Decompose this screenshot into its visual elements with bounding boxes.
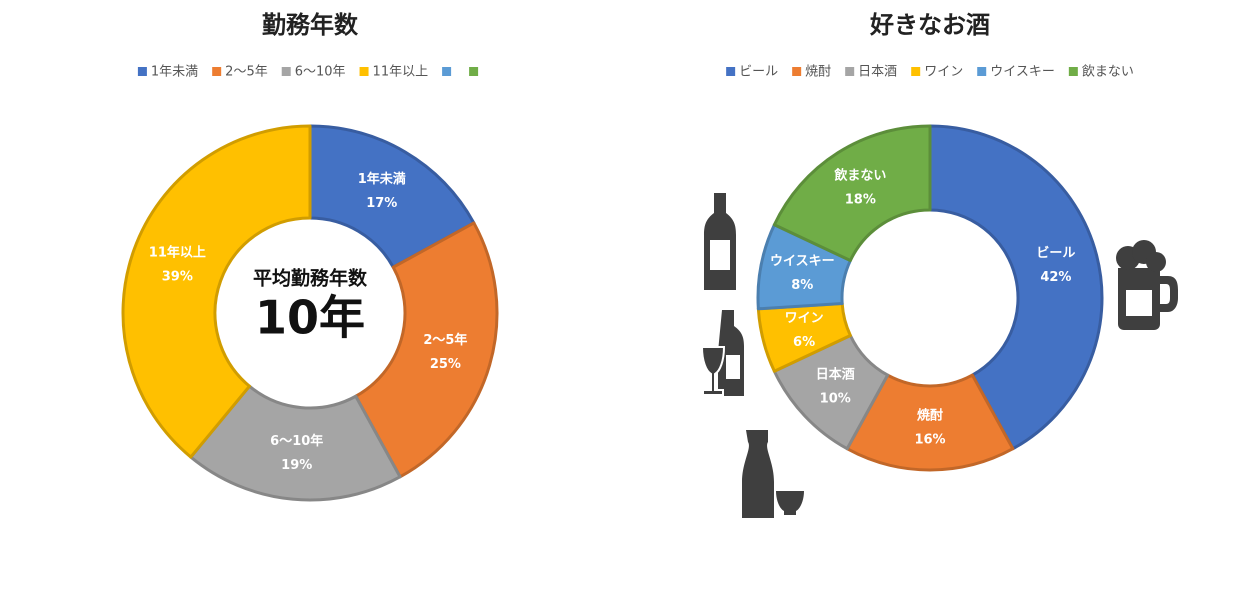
legend: 1年未満 2〜5年 6〜10年 11年以上: [137, 65, 479, 80]
legend-swatch: [845, 67, 855, 76]
legend-swatch: [442, 67, 452, 76]
chart-title: 好きなお酒: [869, 11, 990, 39]
chart-title: 勤務年数: [262, 11, 359, 39]
legend-swatch: [137, 67, 147, 76]
slice-value: 25%: [430, 357, 461, 372]
slice-category: 飲まない: [833, 168, 886, 184]
icon-beer: [1116, 240, 1178, 330]
legend-swatch: [1068, 67, 1078, 76]
legend-label: 6〜10年: [295, 65, 346, 80]
icon-sake: [742, 430, 804, 518]
slice-category: 2〜5年: [423, 332, 467, 348]
legend-swatch: [792, 67, 802, 76]
slice-value: 17%: [366, 196, 397, 211]
legend-label: 2〜5年: [225, 65, 268, 80]
donut-slice: [354, 221, 499, 479]
center-value: 10年: [255, 291, 365, 345]
legend-swatch: [911, 67, 921, 76]
icon-bottle: [704, 193, 736, 290]
legend-swatch: [977, 67, 987, 76]
donut-slice: [308, 124, 476, 269]
slice-category: ウイスキー: [770, 254, 835, 269]
slice-value: 16%: [914, 433, 945, 448]
legend-label: 1年未満: [151, 65, 198, 80]
slice-value: 42%: [1040, 270, 1071, 285]
legend-label: ビール: [739, 65, 778, 80]
legend-label: ワイン: [924, 65, 963, 80]
slice-category: 焼酎: [917, 408, 943, 424]
legend: ビール 焼酎 日本酒 ワイン ウイスキー 飲まない: [726, 64, 1134, 80]
slice-category: 6〜10年: [270, 433, 323, 449]
legend-label: 飲まない: [1082, 64, 1134, 80]
legend-swatch: [359, 67, 369, 76]
donut-slice: [189, 384, 402, 502]
slice-category: 11年以上: [149, 245, 206, 261]
slice-category: ビール: [1036, 245, 1075, 261]
slice-value: 8%: [791, 278, 813, 293]
slice-value: 10%: [820, 391, 851, 406]
slice-value: 39%: [162, 270, 193, 285]
legend-label: ウイスキー: [990, 65, 1055, 80]
slice-category: 日本酒: [816, 366, 855, 382]
donut-slice: [928, 124, 1104, 451]
center-label: 平均勤務年数: [253, 267, 368, 290]
slice-value: 19%: [281, 458, 312, 473]
legend-swatch: [212, 67, 222, 76]
legend-label: 11年以上: [373, 65, 429, 80]
legend-label: 日本酒: [858, 65, 897, 80]
slice-value: 6%: [793, 335, 815, 350]
donut-slice: [772, 124, 932, 263]
legend-swatch: [469, 67, 479, 76]
slice-value: 18%: [845, 193, 876, 208]
legend-label: 焼酎: [805, 65, 831, 80]
slice-category: 1年未満: [358, 171, 406, 187]
slice-category: ワイン: [785, 311, 824, 326]
icon-wine: [700, 310, 744, 396]
donut-slice: [121, 124, 312, 459]
legend-swatch: [281, 67, 291, 76]
legend-swatch: [726, 67, 736, 76]
